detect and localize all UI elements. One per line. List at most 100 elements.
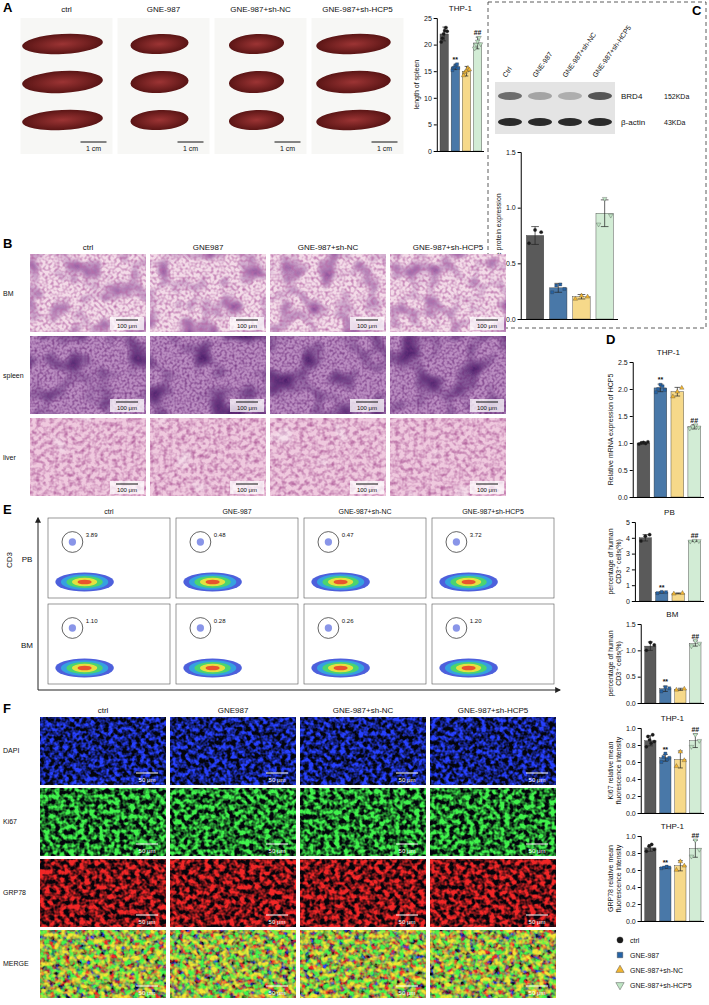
x-axis-line — [641, 703, 704, 704]
y-tick: 0.0 — [626, 810, 641, 817]
bar — [660, 867, 671, 921]
y-tick-label: 0.4 — [626, 884, 636, 891]
y-tick-label: 0.0 — [618, 494, 628, 501]
spleen — [316, 32, 392, 56]
gate — [318, 532, 339, 553]
histology-image-texture — [390, 418, 506, 496]
row-label: BM — [3, 290, 14, 297]
lane-label: GNE-987+sh-NC — [561, 31, 597, 79]
scale-bar — [396, 773, 418, 774]
histology-image — [390, 336, 506, 414]
spleen — [22, 108, 104, 132]
y-axis-title: GRP78 relative meanfluorescence intensit… — [607, 844, 623, 912]
group-label: GNE-987+sh-HCP5 — [458, 706, 529, 715]
spleen — [21, 69, 103, 95]
x-axis-line — [641, 921, 704, 922]
histology-image — [390, 418, 506, 496]
label-patch — [470, 399, 504, 412]
scale-bar — [372, 142, 398, 143]
y-tick-label: 1 — [626, 582, 630, 589]
legend-marker — [617, 937, 623, 943]
group-label: GNE987 — [193, 243, 224, 252]
scale-bar-label: 50 μm — [529, 777, 546, 783]
bar — [550, 288, 567, 319]
y-tick: 20 — [424, 41, 437, 48]
fluorescence-image-texture — [170, 930, 296, 998]
data-point — [608, 214, 613, 218]
density — [445, 574, 492, 590]
gate-events — [325, 538, 332, 545]
scale-bar-label: 100 μm — [477, 487, 497, 493]
y-tick-label: 1.5 — [626, 621, 636, 628]
y-tick-mark — [632, 522, 635, 523]
y-tick-mark — [638, 677, 641, 678]
y-axis-title: Ki67 relative meanfluorescence intensity — [607, 736, 623, 804]
y-tick-mark — [638, 870, 641, 871]
fluorescence-image-texture — [430, 930, 556, 998]
histology-image-texture — [390, 254, 506, 332]
data-point — [662, 755, 665, 758]
data-point — [457, 67, 460, 70]
data-point — [585, 294, 590, 298]
bar — [645, 848, 656, 921]
data-point — [693, 733, 698, 737]
chart-title: THP-1 — [661, 822, 685, 831]
y-tick: 0.5 — [506, 260, 521, 267]
fluorescence-image — [170, 717, 296, 785]
scale-bar — [396, 915, 418, 916]
error-cap — [663, 691, 668, 692]
fluorescence-image-texture — [170, 717, 296, 785]
y-tick-label: 0.5 — [506, 260, 516, 267]
data-point — [664, 686, 667, 689]
legend: ctrlGNE-987GNE-987+sh-NCGNE-987+sh-HCP5 — [616, 937, 692, 990]
scale-bar — [81, 142, 107, 143]
y-tick-label: 2.0 — [618, 386, 628, 393]
bar — [473, 43, 481, 151]
fluorescence-image-texture — [300, 930, 426, 998]
data-point — [668, 756, 671, 759]
label-patch — [350, 317, 384, 330]
y-tick-label: 0.0 — [506, 316, 516, 323]
y-tick: 1.5 — [506, 149, 521, 156]
histology-image-texture — [390, 418, 506, 496]
spleen — [228, 70, 284, 95]
bar-chart: percentage of humanCD3⁺ cells(%)PB**##01… — [607, 508, 704, 605]
y-tick: 0.2 — [626, 793, 641, 800]
density — [334, 580, 348, 585]
flow-plot — [304, 604, 426, 684]
band — [558, 92, 582, 100]
histology-image-texture — [150, 336, 266, 414]
histology-image-texture — [270, 336, 386, 414]
y-axis-title: percentage of humanCD3⁺ cells(%) — [607, 528, 623, 594]
spleen — [130, 69, 189, 94]
bar — [639, 538, 651, 601]
flow-plot — [176, 604, 298, 684]
label-patch — [230, 317, 264, 330]
y-tick: 1.5 — [626, 621, 641, 628]
gate-value: 0.28 — [214, 618, 226, 624]
y-tick: 10 — [424, 95, 437, 102]
group-label: GNE987 — [218, 706, 249, 715]
y-tick-mark — [632, 585, 635, 586]
density — [456, 664, 481, 672]
data-point — [651, 733, 654, 736]
y-tick: 1.5 — [618, 413, 633, 420]
y-axis: 0510152025 — [424, 15, 437, 155]
panel-b: ctrlGNE987GNE-987+sh-NCGNE-987+sh-HCP5BM… — [3, 243, 506, 496]
data-point — [442, 32, 445, 35]
fluorescence-image-texture — [430, 859, 556, 927]
density — [206, 580, 220, 585]
legend-label: ctrl — [630, 937, 640, 944]
y-tick-mark — [630, 497, 633, 498]
fluorescence-image-texture — [300, 717, 426, 785]
band — [528, 118, 552, 126]
label-patch — [230, 481, 264, 494]
density — [317, 574, 364, 590]
bar — [690, 849, 701, 921]
error-line — [665, 686, 666, 691]
band-label: BRD4 — [621, 92, 643, 101]
flow-plot — [48, 604, 170, 684]
data-point — [657, 388, 660, 391]
error-cap — [648, 650, 653, 651]
group-label: GNE-987 — [222, 508, 251, 515]
